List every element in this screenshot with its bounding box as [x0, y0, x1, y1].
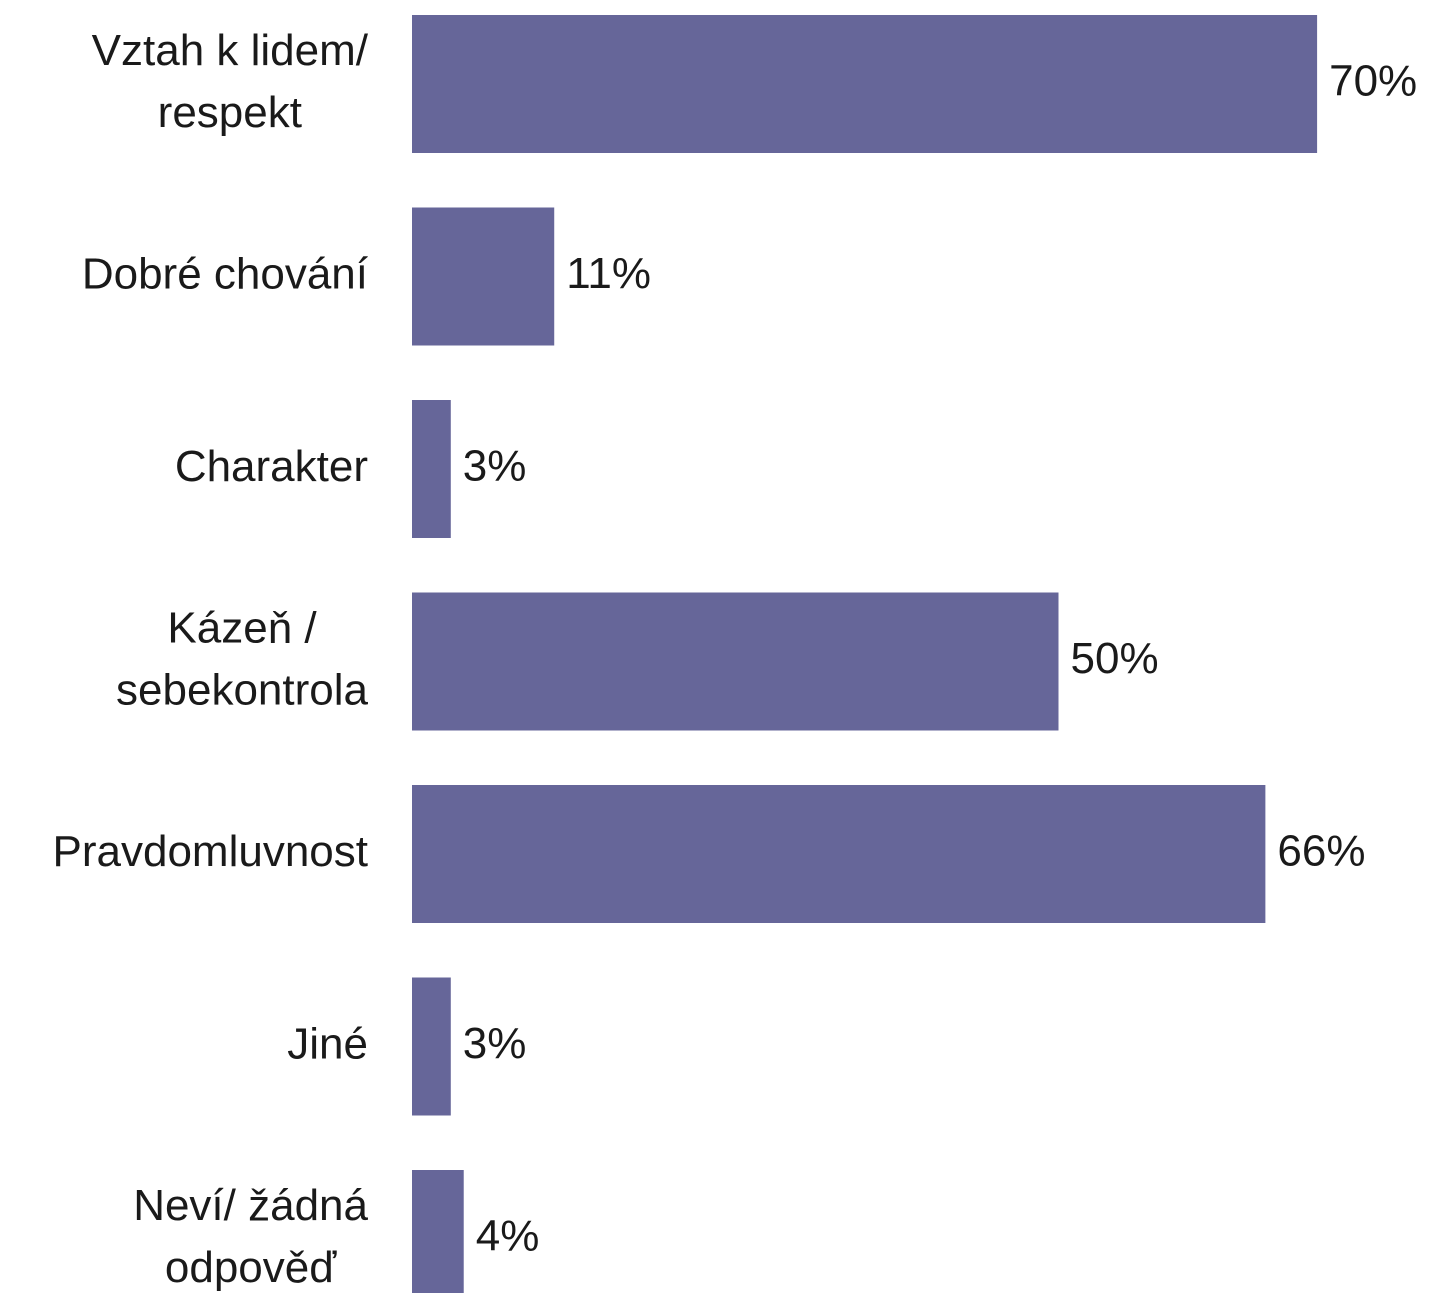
- bar: [412, 1170, 464, 1293]
- category-label: Vztah k lidem/respekt: [92, 26, 369, 137]
- value-label: 11%: [566, 249, 651, 298]
- category-label: Kázeň / sebekontrola: [116, 603, 368, 714]
- category-label: Charakter: [175, 442, 368, 491]
- value-label: 3%: [463, 442, 527, 491]
- bar: [412, 15, 1318, 153]
- value-label: 50%: [1071, 634, 1159, 683]
- value-label: 66%: [1277, 827, 1365, 876]
- category-label: Dobré chování: [82, 249, 369, 298]
- bar: [412, 785, 1266, 923]
- bar: [412, 207, 555, 346]
- bar: [412, 400, 451, 538]
- category-label: Jiné: [287, 1019, 368, 1068]
- value-label: 3%: [463, 1019, 527, 1068]
- bar: [412, 977, 451, 1116]
- bar: [412, 592, 1059, 731]
- category-label: Pravdomluvnost: [53, 827, 368, 876]
- category-label: Neví/ žádná odpověď: [133, 1181, 368, 1292]
- value-label: 4%: [476, 1212, 540, 1261]
- value-label: 70%: [1329, 57, 1417, 106]
